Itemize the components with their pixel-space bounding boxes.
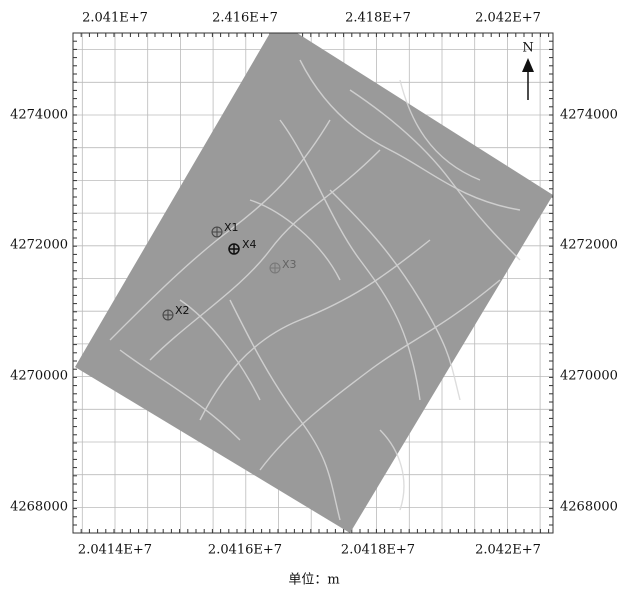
x-tick-label: 2.416E+7	[212, 11, 278, 26]
y-tick-label: 4270000	[10, 369, 68, 384]
x-tick-label: 2.042E+7	[475, 543, 541, 558]
y-tick-label: 4274000	[560, 108, 618, 123]
y-tick-label: 4270000	[560, 369, 618, 384]
x-tick-label: 2.0416E+7	[208, 543, 282, 558]
x-tick-label: 2.0418E+7	[341, 543, 415, 558]
well-label: X2	[175, 304, 190, 317]
y-tick-label: 4272000	[560, 238, 618, 253]
unit-label: 单位：m	[288, 573, 339, 588]
well-label: X3	[282, 258, 297, 271]
well-label: X4	[242, 238, 257, 251]
map-figure: 2.041E+7 2.416E+7 2.418E+7 2.042E+7 2.0414E+…	[0, 0, 628, 595]
x-tick-label: 2.042E+7	[475, 11, 541, 26]
north-label: N	[522, 41, 533, 56]
y-tick-label: 4268000	[560, 500, 618, 515]
y-tick-label: 4272000	[10, 238, 68, 253]
y-tick-label: 4274000	[10, 108, 68, 123]
x-tick-label: 2.041E+7	[82, 11, 148, 26]
well-label: X1	[224, 221, 239, 234]
y-tick-label: 4268000	[10, 500, 68, 515]
x-tick-label: 2.0414E+7	[78, 543, 152, 558]
x-tick-label: 2.418E+7	[345, 11, 411, 26]
